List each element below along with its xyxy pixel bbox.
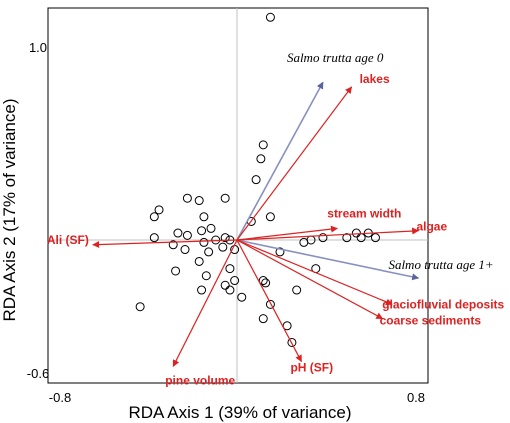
site-point (194, 256, 204, 266)
site-point (218, 242, 228, 252)
site-point (351, 228, 361, 238)
site-point (168, 240, 178, 250)
x-tick-right: 0.8 (407, 390, 425, 405)
x-tick-left: -0.8 (49, 390, 71, 405)
species-label-salmo-trutta-age-0: Salmo trutta age 0 (287, 50, 384, 65)
site-point (149, 212, 159, 222)
site-point (149, 233, 159, 243)
env-arrow-coarse-sediments (236, 239, 384, 320)
env-arrow-pine-volume (172, 239, 238, 367)
site-point (220, 280, 230, 290)
site-point (265, 299, 275, 309)
site-point (199, 237, 209, 247)
env-arrow-ali-sf (92, 239, 238, 249)
site-point (199, 212, 209, 222)
x-axis-title: RDA Axis 1 (39% of variance) (129, 403, 352, 422)
site-point (292, 285, 302, 295)
site-point (197, 285, 207, 295)
site-point (237, 292, 247, 302)
species-arrow-salmo-trutta-age-0 (236, 81, 324, 241)
site-point (182, 230, 192, 240)
site-point (258, 140, 268, 150)
site-point (342, 233, 352, 243)
site-point (135, 302, 145, 312)
site-point (265, 12, 275, 22)
site-point (180, 245, 190, 255)
site-point (275, 247, 285, 257)
site-point (225, 264, 235, 274)
site-point (261, 278, 271, 288)
y-axis-title: RDA Axis 2 (17% of variance) (0, 99, 19, 322)
site-point (173, 228, 183, 238)
env-label-ali-sf: Ali (SF) (47, 233, 89, 247)
site-points (135, 12, 380, 347)
site-point (258, 314, 268, 324)
env-label-pine-volume: pine volume (165, 373, 235, 387)
site-point (225, 285, 235, 295)
site-point (251, 175, 261, 185)
env-label-stream-width: stream width (327, 206, 401, 220)
env-label-ph-sf: pH (SF) (290, 361, 333, 375)
site-point (206, 223, 216, 233)
env-label-lakes: lakes (360, 72, 390, 86)
environment-vectors (92, 86, 420, 367)
species-label-salmo-trutta-age-1: Salmo trutta age 1+ (388, 257, 493, 272)
site-point (182, 193, 192, 203)
y-tick-top: 1.0 (29, 40, 47, 55)
site-point (265, 212, 275, 222)
env-arrow-lakes (236, 86, 353, 241)
species-arrow-salmo-trutta-age-1 (236, 239, 420, 281)
y-tick-bottom: -0.6 (27, 366, 49, 381)
site-point (220, 193, 230, 203)
env-label-glaciofluvial-deposits: glaciofluvial deposits (382, 297, 504, 311)
site-point (194, 196, 204, 206)
site-point (287, 337, 297, 347)
site-point (318, 233, 328, 243)
vector-labels: lakes stream width algae Ali (SF) glaciofluv… (47, 50, 505, 387)
site-point (171, 266, 181, 276)
site-point (204, 247, 214, 257)
site-point (370, 233, 380, 243)
site-point (197, 226, 207, 236)
env-label-algae: algae (416, 220, 447, 234)
env-arrow-ph-sf (236, 239, 302, 363)
env-label-coarse-sediments: coarse sediments (380, 314, 482, 328)
plot-frame (47, 7, 429, 384)
species-vectors (236, 81, 420, 281)
site-point (220, 233, 230, 243)
site-point (256, 154, 266, 164)
env-arrow-glaciofluvial-deposits (236, 239, 393, 306)
site-point (258, 276, 268, 286)
site-point (230, 276, 240, 286)
env-arrow-stream-width (236, 225, 338, 241)
site-point (154, 205, 164, 215)
site-point (201, 271, 211, 281)
env-arrow-algae (236, 227, 420, 241)
